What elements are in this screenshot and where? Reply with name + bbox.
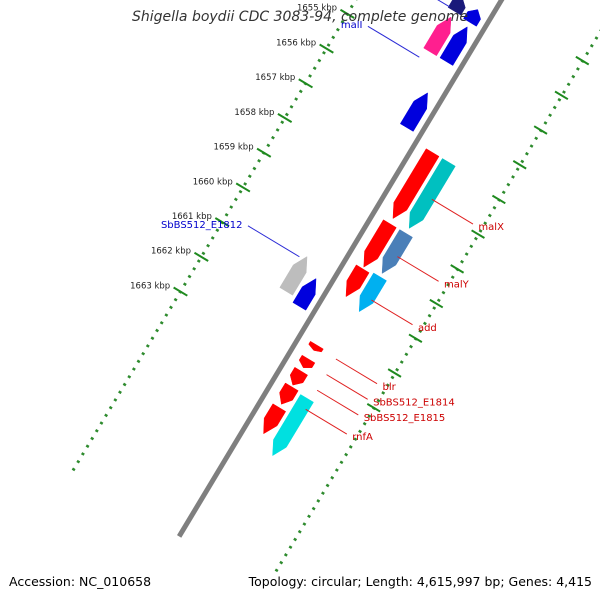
blue-gene-c — [439, 26, 468, 66]
label-leader-line — [437, 0, 450, 8]
tick-mark — [450, 264, 465, 274]
tick-mark — [235, 182, 251, 193]
tick-mark — [533, 125, 548, 135]
grey-gene — [279, 256, 308, 296]
label-leader-line — [335, 358, 378, 385]
gene-label: add — [418, 323, 437, 334]
red-small-gene — [298, 354, 316, 368]
tick-label: 1663 kbp — [130, 281, 170, 291]
tick-mark — [256, 147, 272, 158]
cyan-gene-bottom — [272, 394, 314, 457]
tick-label: 1659 kbp — [214, 143, 254, 153]
label-leader-line — [371, 299, 413, 326]
malY-gene — [381, 229, 413, 274]
gene-label: malI — [341, 20, 363, 31]
genome-summary-text: Topology: circular; Length: 4,615,997 bp… — [248, 574, 592, 589]
red-gene-b — [363, 219, 397, 268]
tick-mark — [319, 43, 334, 54]
malX-gene — [408, 158, 456, 229]
blr-gene — [308, 340, 324, 353]
tick-mark — [387, 368, 402, 378]
red-gene-c — [345, 264, 370, 298]
tick-mark — [429, 298, 444, 309]
tick-mark — [214, 217, 230, 228]
tick-mark — [575, 55, 590, 66]
tick-mark — [491, 194, 506, 205]
map-title: Shigella boydii CDC 3083-94, complete ge… — [131, 9, 469, 25]
SbBS512_E1814-gene — [289, 366, 308, 386]
blue-gene-d — [292, 278, 317, 311]
gene-label: SbBS512_E1815 — [364, 413, 446, 424]
tick-label: 1662 kbp — [151, 247, 191, 257]
malI-gene — [399, 92, 428, 132]
SbBS512_E1815-gene — [279, 382, 299, 405]
tick-mark — [298, 78, 313, 89]
tick-label: 1661 kbp — [172, 212, 212, 222]
gene-label: malY — [444, 279, 470, 290]
red-gene-a — [392, 148, 440, 219]
gene-label: SbBS512_E1812 — [161, 220, 243, 231]
tick-mark — [471, 229, 485, 239]
backbone-line — [176, 0, 505, 538]
label-leader-line — [247, 225, 300, 258]
tick-label: 1657 kbp — [255, 73, 295, 83]
label-leader-line — [316, 389, 359, 416]
gene-label: rnfA — [352, 432, 373, 443]
tick-mark — [512, 160, 527, 170]
forward-dotted-ring — [70, 0, 358, 473]
tick-label: 1658 kbp — [234, 108, 274, 118]
gene-label: SbBS512_E1814 — [373, 397, 455, 408]
label-leader-line — [397, 256, 439, 282]
tick-label: 1660 kbp — [193, 177, 233, 187]
tick-mark — [366, 402, 381, 413]
tick-mark — [554, 90, 569, 101]
tick-mark — [408, 333, 423, 344]
navy-gene — [447, 0, 466, 16]
gene-label: malX — [478, 222, 504, 233]
accession-text: Accession: NC_010658 — [9, 574, 152, 589]
label-leader-line — [305, 408, 348, 435]
label-leader-line — [431, 198, 474, 225]
tick-mark — [277, 113, 293, 124]
label-leader-line — [326, 374, 368, 400]
add-gene — [358, 272, 387, 313]
tick-mark — [173, 286, 188, 297]
rnfA-gene — [263, 403, 287, 435]
tick-mark — [193, 251, 209, 262]
gene-label: blr — [382, 382, 396, 393]
magenta-gene — [423, 16, 452, 57]
tick-label: 1656 kbp — [276, 38, 316, 48]
reverse-dotted-ring — [264, 29, 600, 590]
tick-label: 1655 kbp — [297, 4, 337, 14]
tick-mark — [339, 8, 355, 19]
blue-gene-b — [463, 9, 481, 27]
label-leader-line — [367, 25, 420, 58]
